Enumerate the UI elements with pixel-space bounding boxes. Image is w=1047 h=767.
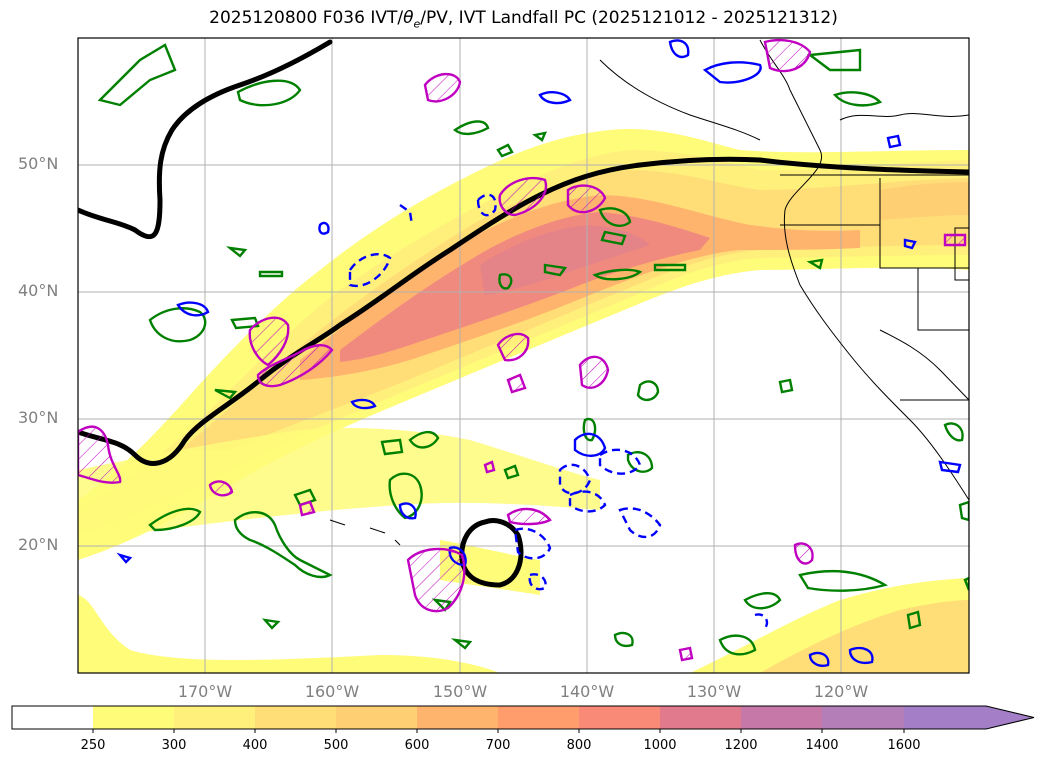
lat-label-30n: 30°N — [18, 408, 59, 427]
map-title: 2025120800 F036 IVT/θe/PV, IVT Landfall … — [0, 8, 1047, 30]
colorbar-box-5 — [417, 706, 498, 729]
colorbar-box-1 — [93, 706, 174, 729]
title-prefix: 2025120800 F036 IVT/ — [209, 8, 404, 28]
ivt-patch-subtropical — [78, 428, 600, 545]
colorbar-tick-label: 1000 — [643, 738, 677, 753]
lon-label-140w: 140°W — [559, 682, 615, 701]
colorbar-extend-arrow — [986, 706, 1034, 729]
ivt-band-southwest — [78, 595, 500, 673]
colorbar-tick-label: 800 — [566, 738, 592, 753]
colorbar-tick-label: 600 — [404, 738, 430, 753]
title-suffix: /PV, IVT Landfall PC (2025121012 - 20251… — [420, 8, 838, 28]
colorbar — [11, 705, 1035, 733]
lat-label-40n: 40°N — [18, 281, 59, 300]
colorbar-box-0 — [12, 706, 93, 729]
colorbar-box-8 — [660, 706, 741, 729]
colorbar-box-10 — [822, 706, 904, 729]
colorbar-tick-label: 1200 — [724, 738, 758, 753]
colorbar-tick-label: 250 — [80, 738, 106, 753]
colorbar-box-7 — [579, 706, 660, 729]
ivt-band-1000 — [480, 225, 650, 295]
colorbar-tick-label: 300 — [161, 738, 187, 753]
colorbar-tick-label: 1400 — [805, 738, 839, 753]
colorbar-box-2 — [174, 706, 255, 729]
colorbar-box-3 — [255, 706, 336, 729]
lon-label-130w: 130°W — [686, 682, 742, 701]
colorbar-outline — [11, 705, 1035, 730]
lat-label-20n: 20°N — [18, 535, 59, 554]
title-theta-sub: e — [413, 17, 421, 31]
coastlines — [329, 39, 969, 546]
pv-dashed-contours — [348, 193, 769, 629]
lat-label-50n: 50°N — [18, 154, 59, 173]
theta-e-contours — [97, 43, 969, 656]
colorbar-tick-label: 1600 — [887, 738, 921, 753]
plot-frame — [77, 37, 970, 674]
colorbar-box-6 — [498, 706, 579, 729]
colorbar-tick-label: 700 — [485, 738, 511, 753]
plot-area — [78, 38, 969, 673]
lon-label-120w: 120°W — [813, 682, 869, 701]
lon-label-150w: 150°W — [432, 682, 488, 701]
colorbar-box-11 — [904, 706, 986, 729]
lon-label-170w: 170°W — [177, 682, 233, 701]
pv-contours — [116, 39, 962, 667]
colorbar-box-9 — [741, 706, 822, 729]
colorbar-tick-label: 500 — [323, 738, 349, 753]
ivt-patch-northeast — [880, 182, 969, 220]
colorbar-tick-label: 400 — [242, 738, 268, 753]
lon-label-160w: 160°W — [304, 682, 360, 701]
title-theta: θ — [403, 8, 414, 28]
graticule — [78, 38, 969, 673]
pv-hatched-contours — [78, 38, 967, 662]
landfall-pc-contours — [78, 39, 969, 588]
colorbar-box-4 — [336, 706, 417, 729]
